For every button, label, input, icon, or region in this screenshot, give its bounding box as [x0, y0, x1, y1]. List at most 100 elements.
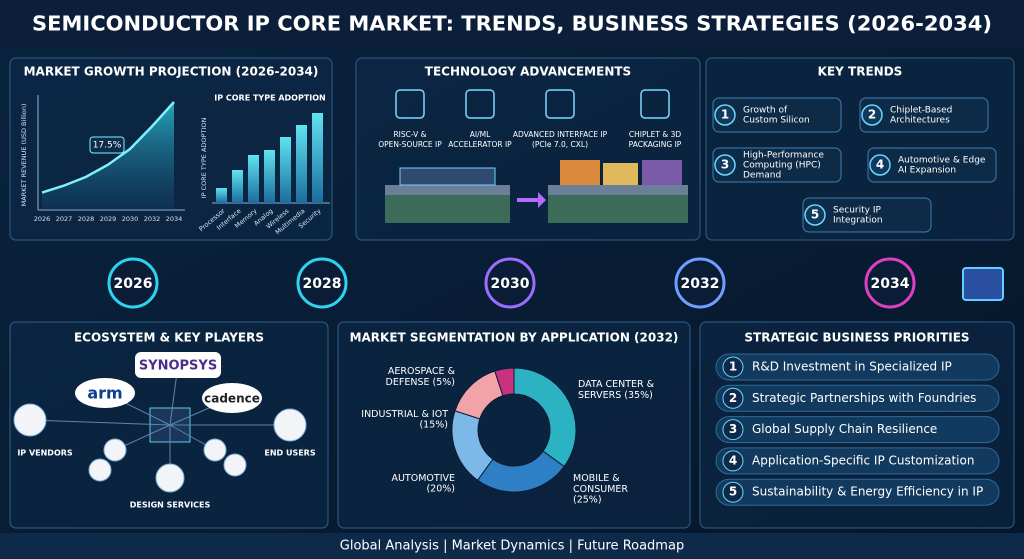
segment-label-line: SERVERS [578, 390, 621, 401]
segment-label: CONSUMER [573, 484, 628, 495]
timeline-node [484, 257, 536, 309]
segment-value: (20%) [426, 484, 455, 495]
priority-number: 3 [729, 422, 737, 436]
priority-number: 5 [729, 485, 737, 499]
segment-label: AUTOMOTIVE [391, 473, 455, 484]
node [273, 408, 307, 442]
segment-label: DEFENSE (5%) [386, 377, 455, 388]
x-tick-label: 2027 [56, 215, 73, 223]
priority-badge [722, 387, 744, 409]
cagr-label: 17.5% [93, 141, 122, 151]
label-line: Computing (HPC) [743, 161, 821, 171]
bar [312, 113, 323, 203]
bar [264, 150, 275, 203]
trend-number: 1 [721, 108, 729, 122]
trend-box [867, 147, 997, 183]
segment-label: INDUSTRIAL & IOT [361, 409, 448, 420]
segment-label-line: AUTOMOTIVE [391, 473, 455, 484]
x-tick-label: 2032 [144, 215, 161, 223]
priority-text: Strategic Partnerships with Foundries [752, 391, 976, 405]
tech-icon [545, 89, 575, 119]
priority-pill [715, 447, 1000, 475]
logo-text: SYNOPSYS [139, 359, 217, 374]
segment-label: DATA CENTER & [578, 379, 655, 390]
trend-box [802, 197, 932, 233]
trend-badge [804, 204, 826, 226]
label-line: ACCELERATOR IP [448, 140, 512, 149]
logo-text: arm [87, 384, 122, 403]
priority-badge [722, 450, 744, 472]
segment-value: (25%) [573, 495, 602, 506]
node [223, 453, 247, 477]
label-line: AI/ML [470, 130, 491, 139]
priority-pill [715, 416, 1000, 444]
x-tick-label: 2029 [100, 215, 117, 223]
segment-label-line: CONSUMER [573, 484, 628, 495]
bar [232, 170, 243, 203]
chart-title: IP CORE TYPE ADOPTION [214, 94, 326, 103]
trend-number: 5 [811, 208, 819, 222]
segment-label: AEROSPACE & [388, 366, 456, 377]
footer-text: Global Analysis | Market Dynamics | Futu… [340, 539, 684, 554]
cagr-box [89, 136, 125, 154]
tech-icon [395, 89, 425, 119]
label-line: Integration [833, 216, 883, 226]
panel-title: KEY TRENDS [818, 65, 903, 79]
priority-number: 4 [729, 453, 737, 467]
label-line: PACKAGING IP [629, 140, 682, 149]
label-line: OPEN-SOURCE IP [378, 140, 442, 149]
chip-illustration [385, 160, 688, 223]
trend-box [859, 97, 989, 133]
label-line: Custom Silicon [743, 116, 810, 126]
bar [280, 137, 291, 203]
priority-text: Application-Specific IP Customization [752, 453, 974, 467]
label-line: Demand [743, 171, 781, 181]
timeline-year: 2032 [681, 276, 720, 292]
segment-label: SERVERS (35%) [578, 390, 653, 401]
trend-badge [861, 104, 883, 126]
timeline-year: 2026 [114, 276, 153, 292]
priority-badge [722, 481, 744, 503]
page-title: SEMICONDUCTOR IP CORE MARKET: TRENDS, BU… [32, 12, 992, 36]
trend-number: 3 [721, 158, 729, 172]
priority-badge [722, 356, 744, 378]
node [203, 438, 227, 462]
label-line: Security IP [833, 206, 881, 216]
segment-label: MOBILE & [573, 473, 620, 484]
title-bar [0, 0, 1024, 48]
logo-box [135, 352, 221, 378]
area [42, 102, 174, 210]
label-line: Chiplet-Based [890, 106, 952, 116]
priority-text: Global Supply Chain Resilience [752, 422, 937, 436]
label-line: Architectures [890, 116, 950, 126]
priority-text: Sustainability & Energy Efficiency in IP [752, 485, 983, 499]
label-line: (PCIe 7.0, CXL) [532, 140, 588, 149]
panel-title: ECOSYSTEM & KEY PLAYERS [74, 331, 264, 345]
panel-title: MARKET SEGMENTATION BY APPLICATION (2032… [350, 331, 679, 345]
connector [29, 419, 171, 426]
node [88, 458, 112, 482]
segment-label-line: DATA CENTER & [578, 379, 655, 390]
timeline-year: 2028 [303, 276, 342, 292]
timeline-year: 2034 [871, 276, 910, 292]
group-label: END USERS [264, 449, 315, 458]
timeline-chip [962, 267, 1004, 301]
trend-box [712, 97, 842, 133]
logo-text: cadence [204, 392, 260, 406]
group-label: IP VENDORS [17, 449, 73, 458]
segment-label-line: INDUSTRIAL & IOT [361, 409, 448, 420]
x-tick-label: 2028 [78, 215, 95, 223]
label-line: RISC-V & [393, 130, 426, 139]
axis-label: IP CORE TYPE ADOPTION [200, 118, 208, 199]
segment-label-line: DEFENSE [386, 377, 430, 388]
tech-icon [640, 89, 670, 119]
timeline-year: 2030 [491, 276, 530, 292]
label-line: High-Performance [743, 151, 824, 161]
label-line: Automotive & Edge [898, 156, 986, 166]
x-tick-label: 2034 [166, 215, 183, 223]
group-label: DESIGN SERVICES [130, 501, 211, 510]
label-line: AI Expansion [898, 166, 956, 176]
trend-badge [714, 104, 736, 126]
node [155, 463, 185, 493]
